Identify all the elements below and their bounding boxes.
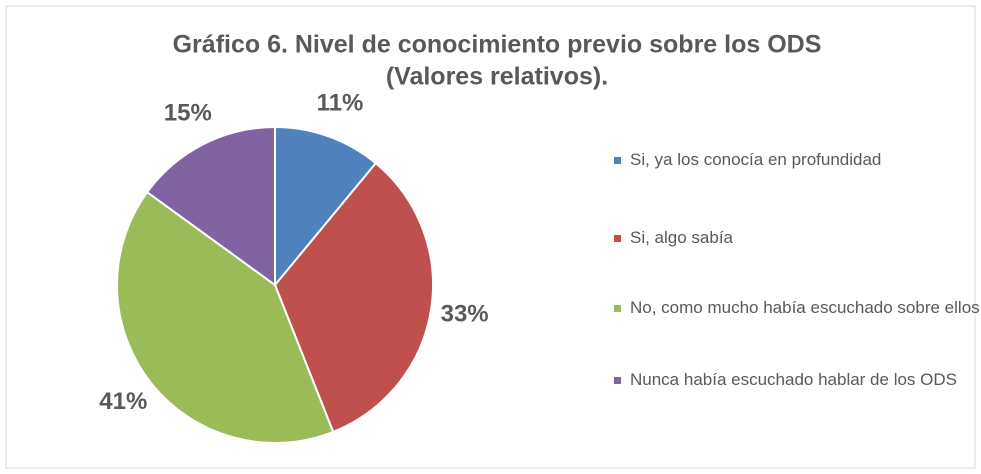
pie-slice <box>273 161 434 434</box>
legend-label: Nunca había escuchado hablar de los ODS <box>630 370 957 389</box>
pie-slice <box>116 190 335 444</box>
legend-item: Si, ya los conocía en profundidad <box>612 148 980 172</box>
data-label: 15% <box>164 99 212 126</box>
legend-swatch <box>614 235 621 242</box>
data-label: 41% <box>99 388 147 415</box>
data-label: 11% <box>317 90 364 117</box>
chart-title: (Valores relativos). <box>386 63 608 91</box>
frame <box>5 5 976 469</box>
legend-label: Si, ya los conocía en profundidad <box>630 150 882 169</box>
legend-swatch <box>614 157 621 164</box>
legend-item: No, como mucho había escuchado sobre ell… <box>612 296 980 320</box>
pie-slice <box>145 125 276 287</box>
chart-title: Gráfico 6. Nivel de conocimiento previo … <box>173 31 822 59</box>
legend-item: Nunca había escuchado hablar de los ODS <box>612 368 980 392</box>
legend-label: No, como mucho había escuchado sobre ell… <box>630 298 980 317</box>
legend-swatch <box>614 305 621 312</box>
data-label: 33% <box>441 300 489 327</box>
legend-label: Si, algo sabía <box>630 228 734 247</box>
pie-slice <box>274 125 378 288</box>
legend-item: Si, algo sabía <box>612 226 980 250</box>
legend-swatch <box>614 377 621 384</box>
